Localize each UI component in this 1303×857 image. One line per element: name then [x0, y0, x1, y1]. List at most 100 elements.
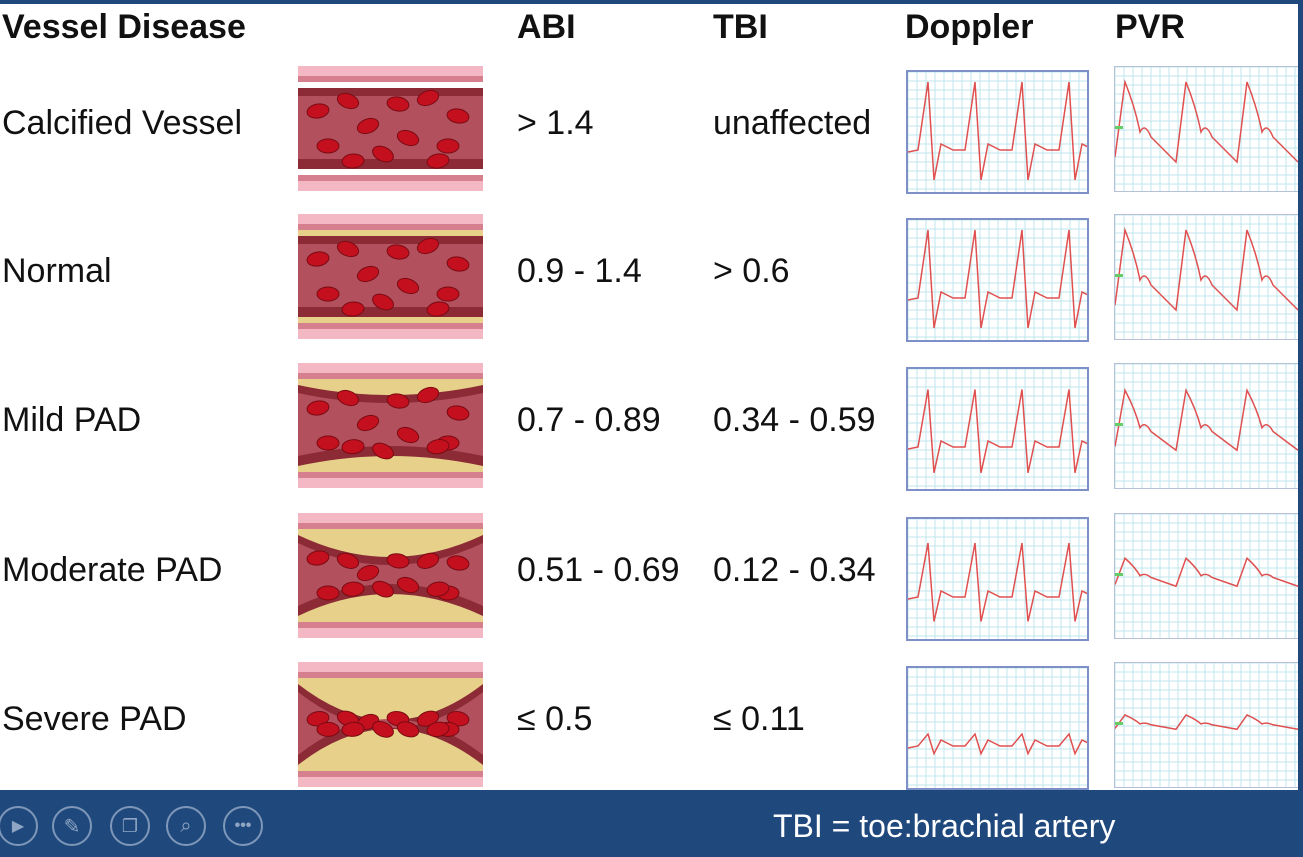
red-blood-cell — [336, 389, 360, 407]
red-blood-cell — [446, 256, 470, 272]
red-blood-cell — [426, 581, 450, 597]
red-blood-cell — [436, 138, 460, 154]
red-blood-cell — [446, 555, 470, 571]
zoom-icon: ⌕ — [180, 814, 192, 837]
vessel-illustration — [298, 662, 483, 787]
red-blood-cell — [341, 581, 365, 597]
pen-button[interactable]: ✎ — [52, 806, 92, 846]
red-blood-cell — [372, 145, 394, 163]
doppler-waveform — [906, 666, 1089, 790]
vessel-illustration — [298, 363, 483, 488]
red-blood-cell — [396, 426, 420, 444]
doppler-waveform — [906, 70, 1089, 194]
red-blood-cell — [306, 251, 330, 267]
pvr-waveform — [1114, 66, 1300, 192]
red-blood-cell — [396, 576, 420, 594]
header-tbi: TBI — [713, 8, 768, 46]
red-blood-cell — [341, 721, 365, 737]
disease-name: Severe PAD — [2, 700, 187, 738]
tbi-value: 0.12 - 0.34 — [713, 551, 876, 589]
red-blood-cell — [336, 240, 360, 258]
abi-value: 0.7 - 0.89 — [517, 401, 661, 439]
red-blood-cell — [416, 552, 440, 569]
more-icon: ••• — [234, 817, 252, 834]
red-blood-cell — [372, 293, 394, 311]
play-button[interactable]: ▶ — [0, 806, 38, 846]
red-blood-cell — [356, 265, 380, 283]
red-blood-cell — [341, 439, 365, 455]
red-blood-cell — [372, 442, 394, 460]
tbi-value: > 0.6 — [713, 252, 790, 290]
disease-name: Calcified Vessel — [2, 104, 243, 142]
red-blood-cell — [306, 550, 330, 566]
pvr-waveform — [1114, 214, 1300, 340]
red-blood-cell — [336, 552, 360, 569]
doppler-waveform — [906, 517, 1089, 641]
red-blood-cell — [316, 286, 340, 302]
red-blood-cell — [426, 153, 450, 169]
red-blood-cell — [341, 301, 365, 317]
red-blood-cell — [356, 117, 380, 135]
zoom-button[interactable]: ⌕ — [166, 806, 206, 846]
red-blood-cell — [372, 720, 394, 738]
vessel-illustration — [298, 513, 483, 638]
presentation-toolbar: ▶ ✎ ❐ ⌕ ••• TBI = toe:brachial artery — [0, 790, 1298, 857]
red-blood-cell — [386, 393, 410, 409]
disease-name: Normal — [2, 252, 112, 290]
tbi-value: ≤ 0.11 — [713, 700, 805, 738]
red-blood-cell — [386, 96, 410, 112]
doppler-waveform — [906, 367, 1089, 491]
red-blood-cell — [372, 580, 394, 598]
red-blood-cell — [396, 277, 420, 295]
header-abi: ABI — [517, 8, 576, 46]
window-edge — [1298, 0, 1303, 857]
disease-name: Mild PAD — [2, 401, 142, 439]
red-blood-cell — [356, 564, 380, 582]
pvr-waveform — [1114, 513, 1300, 639]
abi-value: 0.9 - 1.4 — [517, 252, 642, 290]
abi-value: ≤ 0.5 — [517, 700, 593, 738]
red-blood-cell — [436, 286, 460, 302]
red-blood-cell — [306, 400, 330, 416]
red-blood-cell — [396, 129, 420, 147]
more-button[interactable]: ••• — [223, 806, 263, 846]
header-pvr: PVR — [1115, 8, 1185, 46]
tbi-value: 0.34 - 0.59 — [713, 401, 876, 439]
play-icon: ▶ — [11, 818, 25, 835]
pvr-waveform — [1114, 363, 1300, 489]
header-vessel-disease: Vessel Disease — [2, 8, 246, 46]
disease-name: Moderate PAD — [2, 551, 223, 589]
red-blood-cell — [386, 553, 410, 569]
red-blood-cell — [426, 439, 450, 455]
caption: TBI = toe:brachial artery — [773, 808, 1116, 844]
red-blood-cell — [416, 237, 440, 255]
vessel-illustration — [298, 66, 483, 191]
red-blood-cell — [446, 108, 470, 124]
red-blood-cell — [316, 585, 340, 601]
pvr-waveform — [1114, 662, 1300, 788]
pen-icon: ✎ — [63, 815, 81, 838]
red-blood-cell — [356, 414, 380, 432]
abi-value: 0.51 - 0.69 — [517, 551, 680, 589]
red-blood-cell — [316, 435, 340, 451]
tbi-value: unaffected — [713, 104, 872, 142]
red-blood-cell — [446, 405, 470, 421]
vessel-illustration — [298, 214, 483, 339]
slide: Vessel Disease ABI TBI Doppler PVR Calci… — [0, 0, 1300, 790]
doppler-waveform — [906, 218, 1089, 342]
slides-icon: ❐ — [121, 815, 139, 836]
red-blood-cell — [416, 386, 440, 404]
red-blood-cell — [416, 89, 440, 107]
red-blood-cell — [316, 138, 340, 154]
red-blood-cell — [316, 721, 340, 737]
red-blood-cell — [426, 301, 450, 317]
slides-button[interactable]: ❐ — [110, 806, 150, 846]
abi-value: > 1.4 — [517, 104, 594, 142]
red-blood-cell — [426, 721, 450, 737]
red-blood-cell — [306, 103, 330, 119]
red-blood-cell — [336, 92, 360, 110]
red-blood-cell — [386, 244, 410, 260]
header-doppler: Doppler — [905, 8, 1034, 46]
red-blood-cell — [396, 721, 420, 738]
red-blood-cell — [341, 153, 365, 169]
